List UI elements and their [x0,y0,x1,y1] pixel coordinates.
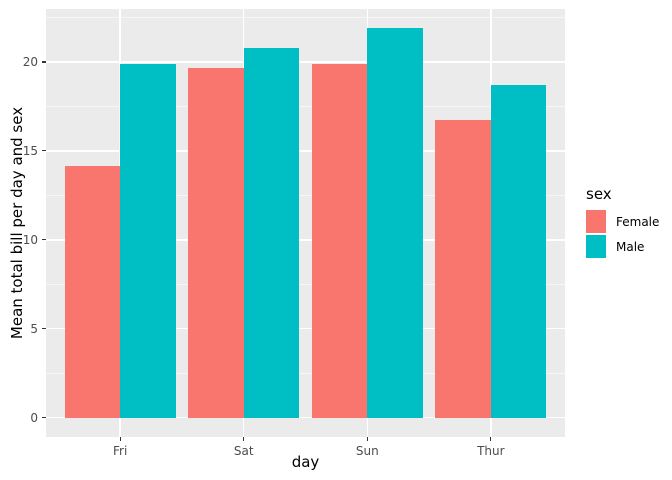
y-tick-label-15: 15 [22,143,38,158]
legend-swatch-female [586,210,606,233]
plot-panel [46,9,565,437]
x-axis-title: day [291,453,320,471]
gridline-minor-y22.5 [46,17,565,19]
y-tick-mark-20 [41,61,46,63]
gridline-minor-y17.5 [46,105,565,107]
legend-label-female: Female [616,214,660,229]
gridline-major-y0 [46,416,565,419]
bar-Thur-Female [435,120,491,418]
bar-Fri-Male [120,64,176,418]
gridline-minor-y7.5 [46,283,565,285]
bar-Sun-Female [311,64,368,418]
y-tick-label-20: 20 [22,54,38,69]
x-tick-mark-Thur [490,437,492,441]
legend-item-male: Male [586,235,659,258]
y-tick-mark-5 [41,328,46,330]
x-tick-mark-Sun [366,437,368,441]
x-tick-label-Fri: Fri [112,444,128,458]
legend: sex Female Male [586,185,659,260]
x-tick-label-Thur: Thur [477,444,505,458]
legend-label-male: Male [616,239,645,254]
bar-Thur-Male [490,84,547,418]
y-axis-title: Mean total bill per day and sex [8,106,26,340]
gridline-major-y15 [46,150,565,152]
y-tick-mark-0 [41,417,46,419]
y-tick-label-10: 10 [22,232,38,247]
bar-Sat-Male [243,47,300,418]
y-tick-mark-10 [41,239,46,241]
x-tick-label-Sun: Sun [355,444,379,458]
legend-items: Female Male [586,210,659,258]
legend-title: sex [586,185,612,203]
x-tick-mark-Fri [119,437,121,441]
gridline-major-y5 [46,327,565,330]
bar-Sat-Female [188,67,244,418]
gridline-major-y20 [46,61,565,63]
y-tick-label-0: 0 [30,410,38,425]
x-tick-mark-Sat [243,437,245,441]
legend-swatch-male [586,235,606,258]
x-tick-label-Sat: Sat [233,444,254,458]
y-tick-label-5: 5 [30,321,38,336]
legend-item-female: Female [586,210,659,233]
gridline-major-y10 [46,239,565,241]
gridline-minor-y2.5 [46,372,565,374]
y-tick-mark-15 [41,150,46,152]
bar-Sun-Male [367,28,423,418]
bar-Fri-Female [64,166,121,418]
gridline-minor-y12.5 [46,194,565,196]
